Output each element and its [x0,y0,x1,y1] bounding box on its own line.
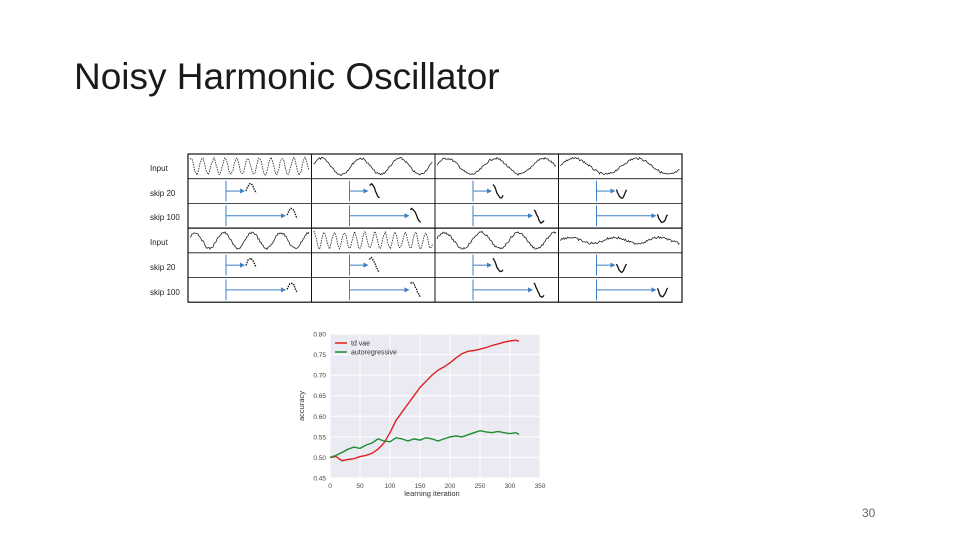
skip-arrowhead [652,213,657,218]
row-label-skip100-1: skip 100 [150,213,180,222]
row-label-skip20-2: skip 20 [150,263,176,272]
legend-label-td-vae: td vae [351,341,370,348]
skip-arrowhead [611,189,616,194]
input-trace [314,157,433,175]
skip-arrowhead [528,213,533,218]
skip-arrowhead [528,287,533,292]
predicted-sample [617,190,627,199]
y-tick-label: 0.55 [313,434,326,441]
x-tick-label: 250 [475,483,486,490]
x-tick-label: 350 [535,483,546,490]
x-tick-label: 100 [385,483,396,490]
row-label-input-1: Input [150,164,169,173]
row-label-skip100-2: skip 100 [150,288,180,297]
skip-arrowhead [281,287,286,292]
skip-arrowhead [281,213,286,218]
predicted-sample [287,208,297,218]
predicted-sample [411,283,421,297]
input-trace [561,158,680,175]
predicted-sample [287,283,297,292]
skip-arrowhead [487,263,492,268]
skip-arrowhead [611,263,616,268]
skip-arrowhead [405,287,410,292]
y-tick-label: 0.50 [313,455,326,462]
skip-arrowhead [652,287,657,292]
x-tick-label: 0 [328,483,332,490]
predicted-sample [534,210,544,223]
predicted-sample [246,184,256,194]
input-trace [190,232,309,249]
predicted-sample [493,258,503,272]
predicted-sample [534,283,544,297]
skip-arrowhead [487,189,492,194]
row-label-skip20-1: skip 20 [150,189,176,198]
slide-number: 30 [862,506,875,520]
input-trace [314,232,433,250]
input-trace [437,231,556,249]
x-tick-label: 300 [505,483,516,490]
input-trace [190,157,309,175]
predicted-sample [411,208,421,222]
skip-arrowhead [240,189,245,194]
skip-arrowhead [364,189,369,194]
legend-label-autoregressive: autoregressive [351,350,397,357]
predicted-sample [617,264,627,272]
predicted-sample [658,288,668,297]
oscillator-predictions-figure: Input skip 20 skip 100 Input skip 20 ski… [140,150,685,306]
predicted-sample [370,184,380,198]
predicted-sample [658,214,668,222]
oscillator-grid [188,154,682,302]
accuracy-line-chart: 0.450.500.550.600.650.700.750.80 0 50 100 1… [292,326,554,504]
skip-arrowhead [405,213,410,218]
y-tick-labels: 0.45 0.50 0.55 0.60 0.65 0.70 0.75 0.80 [313,332,326,483]
y-tick-label: 0.75 [313,352,326,359]
row-label-input-2: Input [150,238,169,247]
input-trace [437,158,556,176]
input-trace [561,236,680,244]
skip-arrowhead [364,263,369,268]
y-tick-label: 0.80 [313,332,326,339]
predicted-sample [370,258,380,272]
x-axis-label: learning iteration [404,489,459,498]
slide-title: Noisy Harmonic Oscillator [74,56,500,98]
x-tick-label: 50 [356,483,364,490]
y-tick-label: 0.65 [313,393,326,400]
predicted-sample [246,258,256,267]
y-tick-label: 0.45 [313,476,326,483]
skip-arrowhead [240,263,245,268]
row-labels: Input skip 20 skip 100 Input skip 20 ski… [150,164,180,297]
y-axis-label: accuracy [297,391,306,421]
y-tick-label: 0.70 [313,373,326,380]
predicted-sample [493,185,503,198]
y-tick-label: 0.60 [313,414,326,421]
